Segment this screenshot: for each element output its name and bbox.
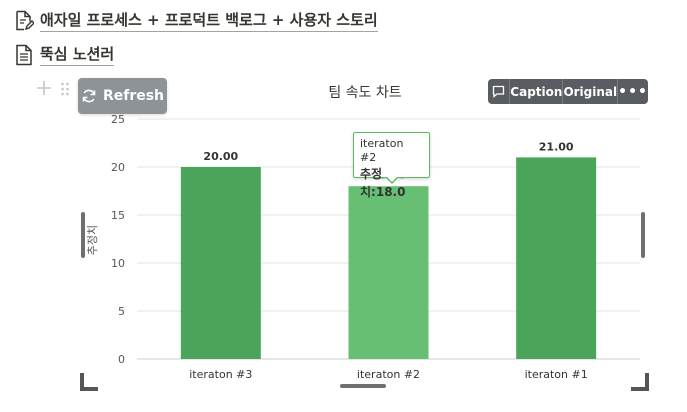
refresh-button[interactable]: Refresh: [78, 78, 167, 114]
comment-button[interactable]: [488, 79, 511, 104]
bar: [180, 167, 261, 359]
document-icon: [16, 44, 32, 66]
more-options-button[interactable]: •••: [618, 83, 648, 100]
document-edit-icon: [16, 10, 34, 31]
drag-handle-icon[interactable]: [60, 81, 70, 97]
original-button[interactable]: Original: [563, 79, 619, 104]
x-tick-label: iteraton #1: [525, 368, 588, 381]
image-toolbar: Caption Original •••: [488, 79, 648, 104]
page-link-agile[interactable]: 애자일 프로세스 + 프로덕트 백로그 + 사용자 스토리: [14, 10, 378, 32]
page-link-label[interactable]: 뚝심 노션러: [40, 45, 115, 66]
bar-value-label: 20.00: [203, 150, 238, 163]
y-tick-label: 15: [111, 209, 125, 222]
refresh-label: Refresh: [102, 88, 165, 104]
resize-handle-right[interactable]: [641, 212, 645, 258]
y-tick-label: 10: [111, 257, 125, 270]
x-tick-label: iteraton #3: [189, 368, 252, 381]
y-tick-label: 0: [118, 353, 125, 366]
y-tick-label: 25: [111, 113, 125, 126]
caption-button[interactable]: Caption: [510, 79, 564, 104]
y-axis-label: 추정치: [86, 225, 99, 255]
chart-title: 팀 속도 차트: [328, 85, 402, 101]
tooltip-series-name: iteraton #2: [360, 137, 404, 164]
resize-corner-bottom-right[interactable]: [631, 373, 649, 391]
x-tick-label: iteraton #2: [357, 368, 420, 381]
y-tick-label: 20: [111, 161, 125, 174]
comment-icon: [492, 85, 505, 98]
refresh-icon: [82, 89, 96, 103]
resize-handle-left[interactable]: [81, 212, 85, 258]
resize-handle-bottom[interactable]: [340, 384, 386, 388]
add-block-icon[interactable]: [36, 80, 52, 96]
resize-corner-bottom-left[interactable]: [80, 373, 98, 391]
page-link-notioner[interactable]: 뚝심 노션러: [14, 44, 115, 66]
y-tick-label: 5: [118, 305, 125, 318]
bar: [516, 157, 597, 359]
page-link-label[interactable]: 애자일 프로세스 + 프로덕트 백로그 + 사용자 스토리: [40, 11, 378, 32]
tooltip-value: 추정치:18.0: [360, 167, 406, 199]
bar-value-label: 21.00: [539, 140, 574, 153]
bar: [348, 186, 429, 359]
bar-tooltip: iteraton #2 추정치:18.0: [353, 132, 430, 199]
